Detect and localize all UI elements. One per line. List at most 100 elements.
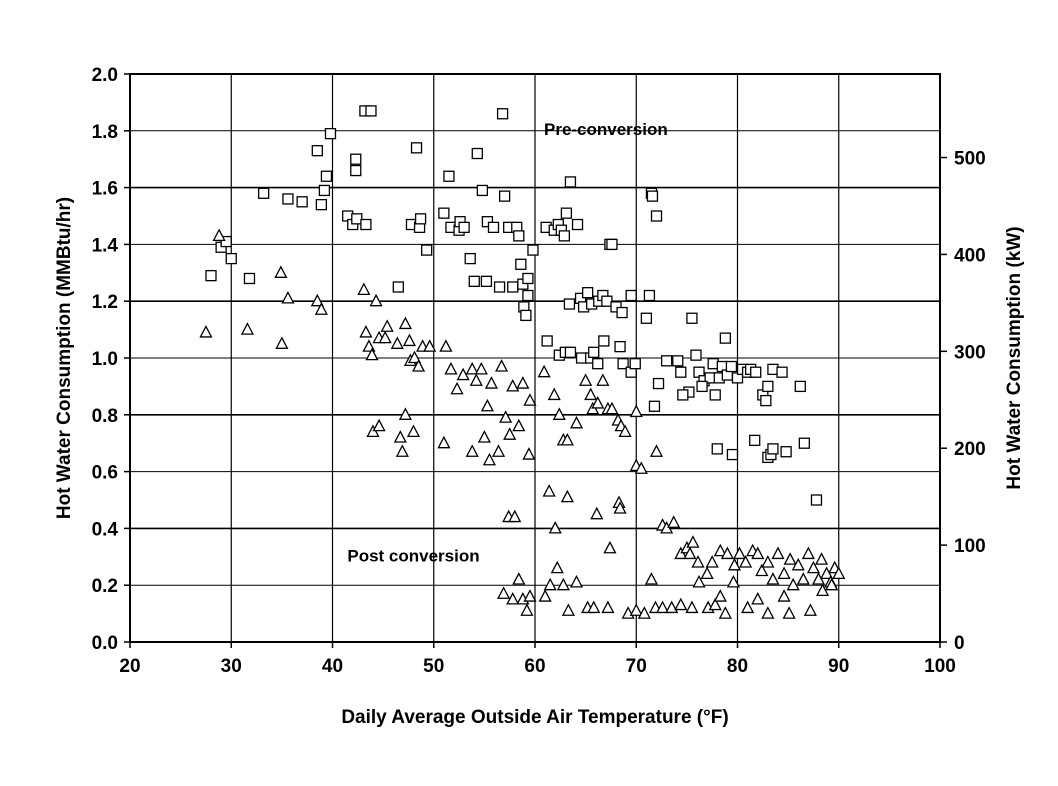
data-point-triangle — [497, 586, 511, 599]
data-point-square — [520, 309, 532, 322]
y2-axis-label: Hot Water Consumption (kW) — [1004, 226, 1025, 489]
data-point-square — [522, 289, 534, 302]
data-point-triangle — [402, 333, 417, 347]
data-point-square — [351, 213, 363, 225]
data-point-square — [515, 258, 527, 270]
data-point-triangle — [482, 452, 497, 466]
data-point-triangle — [491, 444, 506, 457]
data-point-square — [311, 145, 323, 157]
data-point-square — [610, 301, 622, 313]
grid — [129, 73, 941, 643]
data-point-triangle — [538, 589, 552, 602]
data-point-triangle — [766, 572, 780, 585]
x-tick-label: 100 — [924, 656, 956, 677]
data-point-square — [798, 437, 810, 449]
data-point-square — [750, 366, 762, 378]
data-point-triangle — [683, 546, 697, 560]
data-point-square — [675, 366, 687, 378]
data-point-triangle — [713, 589, 727, 602]
data-point-triangle — [372, 418, 386, 432]
data-point-triangle — [761, 606, 775, 619]
data-point-triangle — [516, 376, 530, 389]
data-point-triangle — [587, 600, 601, 614]
data-point-square — [563, 298, 576, 310]
data-point-triangle — [550, 560, 564, 574]
x-tick-label: 80 — [727, 656, 748, 677]
data-point-triangle — [685, 600, 699, 614]
data-point-square — [652, 377, 665, 390]
data-point-square — [350, 153, 362, 165]
data-point-triangle — [782, 606, 796, 619]
x-tick-label: 90 — [828, 656, 849, 677]
data-point-square — [571, 218, 584, 231]
data-point-square — [760, 394, 772, 407]
data-point-triangle — [783, 552, 797, 565]
data-point-triangle — [548, 520, 562, 534]
data-point-square — [243, 272, 256, 285]
data-point-square — [360, 218, 372, 231]
data-point-square — [410, 142, 423, 154]
data-point-triangle — [398, 407, 412, 420]
data-point-square — [315, 198, 328, 211]
data-point-triangle — [556, 577, 570, 591]
data-point-square — [480, 275, 493, 287]
data-point-square — [650, 210, 663, 222]
annotation-post-conversion: Post conversion — [347, 547, 479, 566]
data-point-square — [588, 346, 600, 358]
data-point-square — [541, 335, 553, 347]
data-point-triangle — [591, 396, 605, 409]
data-point-triangle — [629, 404, 643, 418]
axis-ticks: 0.00.20.40.60.81.01.21.41.61.82.00100200… — [92, 65, 986, 677]
data-point-triangle — [380, 319, 394, 332]
data-point-triangle — [310, 293, 324, 307]
data-point-square — [582, 287, 594, 299]
data-point-triangle — [523, 393, 537, 406]
data-point-triangle — [686, 535, 700, 548]
data-point-triangle — [520, 603, 534, 616]
data-point-triangle — [761, 555, 775, 568]
data-point-triangle — [732, 546, 747, 560]
data-point-triangle — [584, 387, 598, 401]
data-point-triangle — [777, 589, 791, 602]
data-point-triangle — [691, 555, 705, 568]
data-point-triangle — [656, 600, 670, 614]
data-point-triangle — [637, 606, 651, 619]
data-point-square — [646, 190, 659, 202]
data-point-square — [324, 127, 337, 140]
data-point-triangle — [667, 515, 681, 528]
data-point-triangle — [552, 407, 566, 420]
x-axis-label: Daily Average Outside Air Temperature (°… — [341, 707, 728, 728]
data-point-square — [421, 244, 433, 256]
data-point-triangle — [806, 560, 821, 574]
data-point-square — [487, 221, 500, 234]
data-point-square — [257, 187, 270, 199]
y-tick-label: 2.0 — [92, 65, 118, 86]
data-point-triangle — [537, 364, 551, 378]
y2-tick-label: 0 — [954, 633, 965, 654]
y2-tick-label: 200 — [954, 439, 986, 460]
data-point-square — [614, 340, 626, 353]
data-point-triangle — [755, 563, 769, 577]
data-point-triangle — [751, 546, 765, 560]
data-point-triangle — [369, 293, 383, 307]
data-point-triangle — [665, 600, 679, 614]
y-tick-label: 1.2 — [92, 292, 118, 313]
data-point-square — [414, 213, 427, 225]
data-point-square — [690, 349, 702, 361]
data-point-triangle — [212, 228, 226, 242]
data-point-triangle — [506, 591, 520, 605]
y-tick-label: 0.6 — [92, 463, 118, 484]
data-point-triangle — [613, 501, 627, 514]
data-point-square — [443, 170, 455, 182]
data-point-triangle — [596, 373, 610, 386]
y-tick-label: 1.6 — [92, 179, 118, 200]
data-point-triangle — [411, 359, 426, 372]
data-point-triangle — [801, 546, 815, 560]
data-point-triangle — [407, 350, 422, 364]
data-point-square — [810, 494, 823, 506]
data-point-square — [776, 366, 788, 378]
data-point-triangle — [605, 401, 619, 415]
x-tick-label: 50 — [423, 656, 444, 677]
data-point-square — [719, 332, 731, 344]
data-point-square — [762, 380, 774, 393]
